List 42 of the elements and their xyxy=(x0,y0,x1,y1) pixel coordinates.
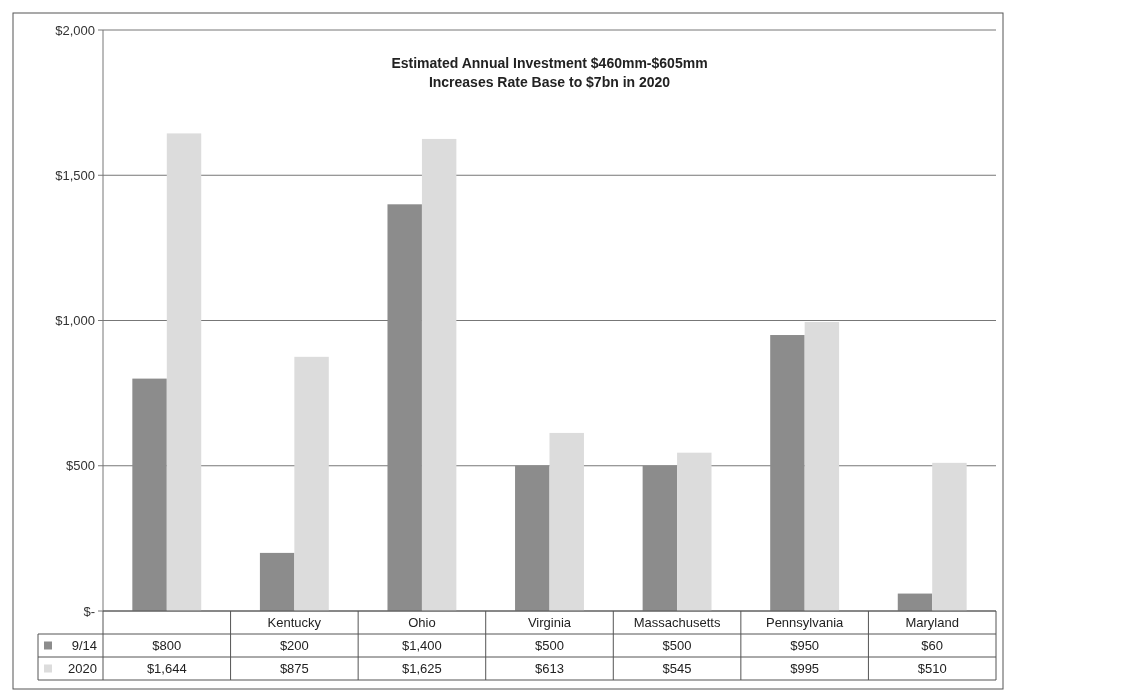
bar xyxy=(677,452,712,611)
y-tick-label: $- xyxy=(83,603,95,619)
bar xyxy=(132,378,167,611)
data-label: $1,644 xyxy=(146,661,187,677)
data-label: $1,400 xyxy=(402,638,442,654)
x-tick-label: Ohio xyxy=(408,615,436,631)
bar xyxy=(421,138,457,611)
legend-label: 9/14 xyxy=(71,638,97,654)
y-tick-label: $2,000 xyxy=(55,22,95,38)
x-tick-label: Massachusetts xyxy=(633,615,721,631)
bar xyxy=(804,321,840,611)
x-tick-label: Kentucky xyxy=(267,615,322,631)
y-tick-label: $1,500 xyxy=(55,167,95,183)
data-label: $60 xyxy=(921,638,944,654)
data-label: $200 xyxy=(279,638,309,654)
data-label: $545 xyxy=(662,661,692,677)
bar xyxy=(259,552,295,611)
bar xyxy=(549,432,584,611)
legend-label: 2020 xyxy=(68,661,97,677)
bar xyxy=(932,462,967,611)
data-label: $510 xyxy=(917,661,947,677)
data-label: $500 xyxy=(662,638,692,654)
y-tick-label: $500 xyxy=(66,458,95,474)
data-label: $875 xyxy=(279,661,309,677)
bar xyxy=(166,133,202,611)
x-tick-label: Maryland xyxy=(905,615,959,631)
data-label: $500 xyxy=(535,638,564,654)
x-tick-label: Pennsylvania xyxy=(765,615,845,631)
bar xyxy=(387,204,422,611)
data-label: $800 xyxy=(152,638,182,654)
data-label: $613 xyxy=(535,661,564,677)
bar xyxy=(897,593,933,611)
text: Estimated Annual Investment $460mm-$605mm Increases Rate Base to $7bn in 2020 xyxy=(391,55,708,90)
x-tick-label: Virginia xyxy=(527,615,572,631)
y-tick-label: $1,000 xyxy=(55,313,95,329)
data-label: $1,625 xyxy=(402,661,442,677)
bar xyxy=(294,356,329,611)
bar xyxy=(642,465,678,611)
bar xyxy=(515,465,550,611)
bar xyxy=(770,335,805,611)
data-label: $950 xyxy=(790,638,820,654)
data-label: $995 xyxy=(790,661,820,677)
